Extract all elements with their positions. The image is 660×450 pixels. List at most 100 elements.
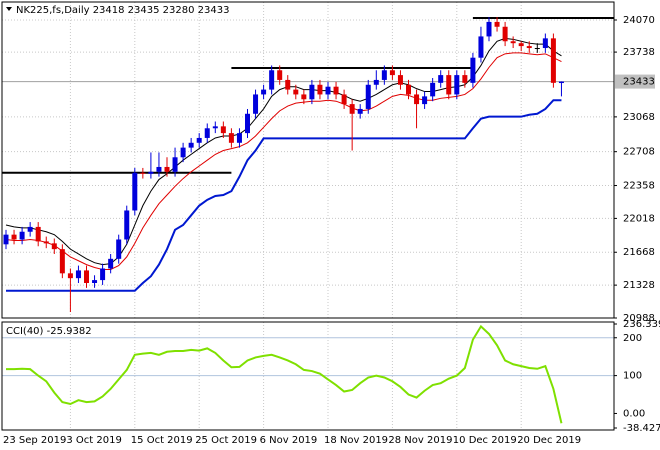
candle-body — [108, 258, 114, 269]
candle-body — [317, 84, 323, 95]
candle-body — [140, 172, 146, 174]
candle-body — [196, 137, 202, 143]
y-tick-label: 24070 — [623, 15, 655, 26]
y-tick-label: 22018 — [623, 213, 655, 224]
candle-body — [132, 172, 138, 211]
x-tick-label: 10 Dec 2019 — [453, 435, 517, 446]
candle-body — [293, 89, 299, 95]
candle-body — [397, 75, 403, 85]
candle-body — [212, 126, 218, 129]
candle-body — [51, 243, 57, 250]
candle-body — [301, 94, 307, 100]
candle-body — [486, 21, 492, 37]
candle-body — [454, 75, 460, 95]
candle-body — [510, 41, 516, 44]
candle-body — [309, 84, 315, 100]
x-tick-label: 28 Nov 2019 — [388, 435, 452, 446]
candle-body — [365, 84, 371, 109]
candle-body — [92, 280, 98, 283]
candle-body — [269, 70, 275, 90]
candle-body — [462, 75, 468, 83]
indicator-line — [6, 99, 562, 292]
candle-body — [325, 86, 331, 95]
candle-body — [116, 239, 122, 259]
x-tick-label: 15 Oct 2019 — [131, 435, 193, 446]
candle-body — [188, 142, 194, 148]
candle-body — [236, 133, 242, 143]
candle-body — [148, 171, 154, 174]
candle-body — [67, 273, 73, 279]
y-tick-label: 100 — [623, 371, 642, 382]
candle-body — [550, 38, 556, 83]
frame — [1, 1, 615, 431]
price-tag-label: 23433 — [623, 77, 655, 88]
candle-body — [381, 70, 387, 80]
y-tick-label: 23068 — [623, 112, 655, 123]
candle-body — [11, 234, 17, 240]
cci-title: CCI(40) -25.9382 — [6, 326, 92, 337]
candle-body — [373, 79, 379, 85]
menu-arrow — [6, 7, 12, 11]
candle-body — [502, 26, 508, 42]
cci-panel — [1, 321, 615, 431]
candle-body — [245, 113, 250, 134]
candle-body — [43, 241, 49, 244]
candle-body — [124, 210, 130, 240]
candle-body — [27, 226, 33, 232]
indicator-line — [5, 37, 562, 266]
candle-body — [59, 249, 65, 274]
y-tick-label: 22358 — [623, 181, 655, 192]
x-tick-label: 25 Oct 2019 — [195, 435, 257, 446]
x-tick-label: 23 Sep 2019 — [3, 435, 66, 446]
candle-body — [333, 86, 339, 95]
indicator-line — [5, 52, 562, 270]
candle-body — [3, 234, 9, 245]
candle-body — [349, 104, 355, 114]
candle-body — [542, 38, 548, 49]
candle-body — [228, 133, 234, 143]
candle-body — [357, 108, 363, 114]
candle-body — [494, 21, 500, 27]
candle-body — [414, 94, 420, 105]
x-tick-label: 20 Dec 2019 — [517, 435, 581, 446]
candle-body — [253, 94, 259, 114]
y-tick-label: 23738 — [623, 47, 655, 58]
candle-body — [156, 166, 162, 172]
candle-body — [558, 81, 564, 84]
x-tick-label: 3 Oct 2019 — [66, 435, 121, 446]
candle-body — [19, 231, 25, 240]
candle-body — [422, 96, 428, 105]
candle-body — [204, 128, 210, 138]
candle-body — [478, 36, 484, 58]
candle-body — [164, 166, 170, 172]
candle-body — [180, 147, 186, 158]
candle-body — [277, 70, 283, 80]
candle-body — [220, 126, 226, 134]
candle-body — [172, 157, 178, 172]
y-tick-label: -38.4276 — [623, 423, 660, 434]
price-tag — [615, 74, 655, 89]
y-tick-label: 0.00 — [623, 408, 645, 419]
chart-title: NK225,fs,Daily 23418 23435 23280 23433 — [16, 5, 229, 16]
candle-body — [100, 268, 106, 281]
candle-body — [341, 94, 347, 105]
candle-body — [406, 84, 411, 95]
candle-body — [84, 270, 89, 283]
candle-body — [389, 70, 395, 76]
candle-body — [35, 226, 41, 242]
candle-body — [534, 48, 540, 50]
candle-body — [261, 89, 267, 95]
y-tick-label: 21668 — [623, 247, 655, 258]
candle-body — [470, 57, 476, 83]
cci-line — [6, 324, 563, 424]
y-tick-label: 236.3391 — [623, 319, 660, 330]
candle-body — [438, 75, 444, 83]
candle-body — [75, 270, 81, 279]
y-tick-label: 22708 — [623, 147, 655, 158]
x-tick-label: 18 Nov 2019 — [324, 435, 388, 446]
candle-body — [518, 43, 524, 47]
y-tick-label: 20988 — [623, 313, 655, 324]
candle-body — [526, 46, 532, 49]
